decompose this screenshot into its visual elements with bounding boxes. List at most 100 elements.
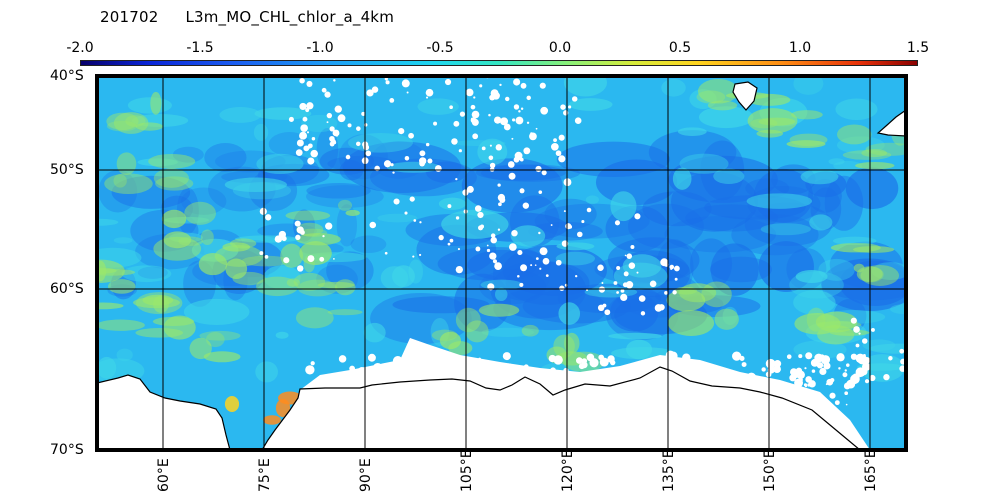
chl-patch [392, 296, 490, 314]
cloud-speck [404, 211, 408, 215]
cloud-speck [732, 351, 742, 361]
chl-patch [481, 327, 535, 338]
chl-patch [241, 255, 291, 267]
cloud-speck [492, 259, 498, 264]
chl-patch [837, 136, 885, 154]
chl-patch [256, 276, 299, 297]
cloud-speck [834, 400, 840, 406]
cloud-speck [325, 222, 333, 230]
cloud-speck [489, 167, 495, 172]
cloud-speck [517, 250, 523, 256]
cloud-speck [512, 118, 516, 122]
chl-patch [327, 309, 363, 316]
chl-patch [490, 260, 587, 319]
cloud-speck [774, 367, 780, 373]
chl-patch [184, 201, 216, 225]
chl-patch [697, 78, 739, 104]
cloud-speck [857, 354, 868, 365]
chl-patch [465, 320, 489, 343]
cloud-speck [334, 105, 342, 113]
chl-patch [455, 307, 481, 333]
chl-patch [232, 182, 292, 200]
cloud-speck [517, 274, 520, 278]
lon-label: 105°E [459, 449, 475, 492]
chl-patch [153, 168, 189, 188]
chl-patch [214, 245, 264, 267]
cloud-speck [453, 120, 460, 127]
cloud-speck [473, 96, 476, 99]
cloud-speck [426, 96, 429, 99]
cloud-speck [540, 106, 549, 115]
cloud-speck [804, 367, 807, 370]
cloud-speck [462, 189, 469, 196]
chl-patch [113, 237, 133, 244]
cloud-speck [490, 236, 497, 244]
cloud-speck [479, 84, 483, 88]
chl-patch [478, 303, 520, 317]
cloud-speck [363, 123, 368, 127]
cloud-speck [623, 271, 629, 277]
cloud-speck [470, 104, 476, 110]
cloud-speck [535, 127, 538, 130]
chl-patch [97, 356, 117, 379]
chl-patch [829, 329, 870, 336]
cloud-speck [790, 368, 798, 376]
chl-patch [417, 98, 459, 115]
cloud-speck [310, 149, 319, 158]
cloud-speck [306, 80, 313, 87]
chl-patch [111, 175, 191, 209]
cloud-speck [498, 202, 502, 207]
cloud-speck [607, 355, 615, 363]
chl-patch [232, 271, 266, 286]
cloud-speck [829, 392, 836, 399]
cloud-speck [798, 377, 803, 383]
cloud-speck [383, 160, 392, 168]
chl-patch [98, 169, 138, 213]
cloud-speck [844, 369, 847, 372]
cloud-speck [324, 91, 331, 98]
chl-patch [835, 98, 878, 121]
chl-patch [219, 107, 262, 123]
cloud-speck [425, 88, 434, 97]
cloud-speck [347, 123, 352, 128]
cloud-speck [288, 116, 294, 122]
cloud-speck [361, 111, 366, 116]
cloud-speck [511, 137, 514, 140]
colorbar-tick: 0.0 [548, 40, 572, 56]
chl-patch [793, 290, 836, 315]
cloud-speck [626, 253, 633, 259]
cloud-speck [408, 132, 414, 139]
cloud-speck [864, 379, 870, 384]
chl-patch [865, 142, 906, 156]
chl-patch [758, 117, 796, 126]
chl-patch [585, 195, 599, 205]
chl-patch [301, 114, 338, 133]
chl-patch [862, 339, 896, 352]
cloud-speck [640, 311, 646, 316]
cloud-speck [830, 378, 835, 383]
chl-patch [280, 243, 303, 268]
cloud-speck [366, 89, 374, 97]
chl-patch [137, 158, 178, 167]
chl-patch [756, 129, 784, 138]
cloud-speck [574, 117, 582, 125]
cloud-speck [333, 79, 336, 82]
chl-patch [475, 164, 566, 181]
lon-label: 120°E [560, 449, 576, 492]
cloud-speck [458, 149, 462, 153]
cloud-speck [550, 224, 553, 226]
chl-patch [113, 174, 127, 188]
cloud-speck [620, 293, 628, 302]
cloud-speck [419, 221, 422, 224]
cloud-speck [477, 211, 484, 219]
chl-patch [155, 176, 194, 191]
cloud-speck [560, 104, 566, 110]
cloud-speck [836, 353, 845, 362]
chl-patch [642, 191, 712, 227]
cloud-speck [259, 251, 264, 256]
cloud-speck [447, 242, 451, 246]
chlorophyll-patches [97, 76, 906, 425]
colorbar-tick: -1.0 [306, 40, 334, 56]
cloud-speck [305, 365, 315, 375]
chl-patch [215, 150, 286, 173]
